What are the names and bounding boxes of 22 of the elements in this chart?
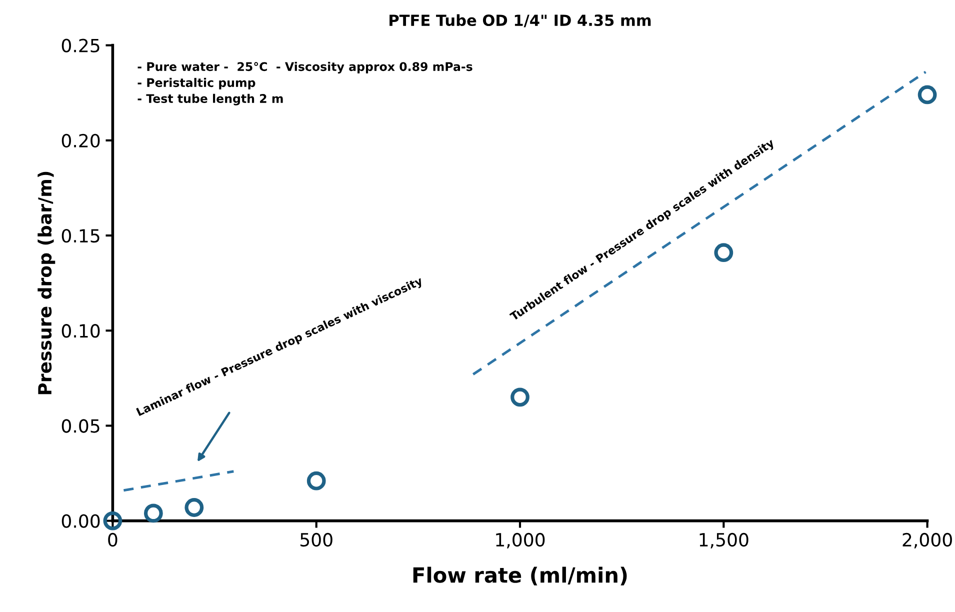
x-tick-label: 2,000	[902, 532, 952, 548]
y-tick-label: 0.10	[62, 324, 100, 338]
y-axis-title: Pressure drop (bar/m)	[38, 172, 56, 394]
x-axis-title: Flow rate (ml/min)	[413, 566, 627, 586]
y-tick-label: 0.20	[62, 134, 100, 148]
y-tick-label: 0.05	[62, 419, 100, 433]
point	[918, 85, 937, 104]
x-tick-label: 1,000	[496, 532, 545, 548]
point	[306, 471, 326, 490]
point	[184, 498, 204, 517]
point	[144, 504, 163, 523]
point	[510, 388, 530, 407]
y-tick-label: 0.00	[62, 514, 100, 528]
point	[103, 511, 122, 530]
x-tick-label: 1,500	[700, 532, 748, 548]
x-tick-label: 500	[300, 532, 332, 547]
x-tick-label: 0	[108, 532, 118, 547]
y-tick-label: 0.25	[62, 38, 100, 52]
y-tick-label: 0.15	[62, 228, 100, 243]
chart-title: PTFE Tube OD 1/4" ID 4.35 mm	[390, 14, 651, 28]
annotation: - Pure water - 25°C - Viscosity approx 0.89 mPa-s - Peristaltic pump - Test tube length 2 m	[138, 62, 472, 106]
point	[714, 243, 734, 262]
